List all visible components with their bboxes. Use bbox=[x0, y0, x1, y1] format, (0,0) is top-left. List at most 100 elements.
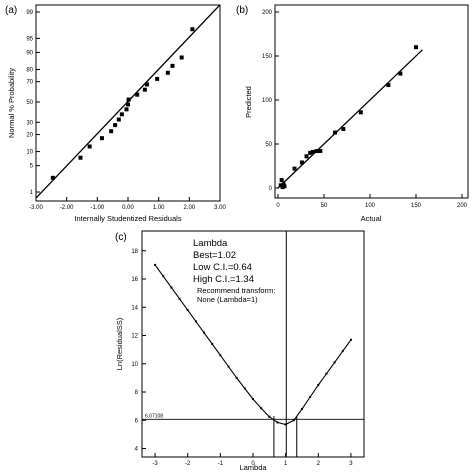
c-x-tick-label: -2 bbox=[185, 461, 191, 467]
panel-a-x-axis-label: Internally Studentized Residuals bbox=[74, 214, 181, 223]
panel-a-label: (a) bbox=[5, 5, 17, 16]
a-y-tick-label: 1 bbox=[30, 190, 34, 196]
a-x-tick-label: 1.00 bbox=[153, 205, 165, 211]
panel-c-transform-text: None (Lambda=1) bbox=[197, 295, 258, 304]
c-y-tick-label: 4 bbox=[135, 447, 139, 453]
panel-b-x-axis-label: Actual bbox=[361, 214, 382, 223]
a-y-tick-label: 70 bbox=[26, 80, 33, 86]
c-curve-point bbox=[309, 395, 312, 398]
panel-a-y-ticks: 99 95 90 80 70 50 30 20 10 5 1 bbox=[26, 10, 40, 196]
a-x-tick-label: 2.00 bbox=[183, 205, 195, 211]
a-data-point bbox=[78, 155, 83, 160]
c-curve-point bbox=[325, 372, 328, 375]
c-y-tick-label: 12 bbox=[131, 334, 138, 340]
c-curve-point bbox=[252, 398, 254, 401]
b-x-tick-label: 150 bbox=[411, 203, 422, 209]
panel-a-y-axis-label: Normal % Probability bbox=[7, 68, 16, 138]
c-y-tick-label: 18 bbox=[131, 249, 138, 255]
a-data-point bbox=[113, 123, 118, 128]
c-curve-point bbox=[341, 350, 344, 353]
b-x-tick-label: 100 bbox=[365, 203, 376, 209]
c-curve-point bbox=[235, 376, 238, 379]
a-y-tick-label: 5 bbox=[30, 164, 34, 170]
a-data-point bbox=[135, 92, 140, 97]
panel-b-frame bbox=[274, 4, 469, 199]
panel-c-reference-value: 6.07108 bbox=[145, 413, 163, 419]
a-data-point bbox=[165, 70, 170, 75]
a-x-tick-label: -2.00 bbox=[60, 205, 74, 211]
c-curve-point bbox=[284, 423, 287, 426]
c-curve-point bbox=[194, 320, 197, 323]
panel-c-y-axis-label: Ln(ResidualSS) bbox=[115, 317, 124, 370]
c-curve-point bbox=[300, 407, 303, 410]
c-curve-point bbox=[186, 309, 189, 312]
b-data-point bbox=[318, 149, 323, 154]
b-data-point bbox=[299, 160, 304, 165]
panel-c-lambda-title: Lambda bbox=[193, 238, 228, 249]
panel-c-x-ticks: -3 -2 -1 0 1 2 3 bbox=[152, 453, 353, 467]
b-y-tick-label: 100 bbox=[262, 98, 273, 104]
b-data-point bbox=[292, 166, 297, 171]
panel-c-frame bbox=[141, 230, 365, 458]
panel-c-recommend-text: Recommend transform: bbox=[197, 286, 275, 295]
c-x-tick-label: -3 bbox=[152, 461, 158, 467]
a-y-tick-label: 95 bbox=[26, 36, 33, 42]
c-curve-point bbox=[170, 286, 173, 289]
panel-c-high-ci-text: High C.I.=1.34 bbox=[193, 274, 254, 285]
c-curve-point bbox=[349, 338, 352, 341]
c-y-tick-label: 14 bbox=[131, 305, 138, 311]
b-y-tick-label: 150 bbox=[262, 54, 273, 60]
b-data-point bbox=[314, 149, 319, 154]
c-curve-point bbox=[178, 297, 181, 300]
a-y-tick-label: 30 bbox=[26, 120, 33, 126]
c-curve-point bbox=[211, 343, 214, 345]
a-y-tick-label: 20 bbox=[26, 133, 33, 139]
c-y-tick-label: 8 bbox=[135, 390, 139, 396]
c-curve-point bbox=[333, 361, 336, 364]
c-curve-point bbox=[292, 419, 295, 422]
a-data-point bbox=[155, 76, 160, 81]
a-data-point bbox=[124, 107, 129, 112]
panel-b-y-axis-label: Predicted bbox=[244, 86, 253, 118]
b-data-point bbox=[279, 178, 284, 183]
c-y-tick-label: 6 bbox=[135, 418, 139, 424]
c-curve-point bbox=[154, 263, 157, 266]
panel-b-fit-line bbox=[277, 49, 423, 189]
a-y-tick-label: 90 bbox=[26, 50, 33, 56]
b-y-tick-label: 200 bbox=[262, 10, 273, 16]
b-data-point bbox=[414, 45, 418, 50]
b-data-point bbox=[308, 150, 313, 155]
a-data-point bbox=[170, 63, 175, 68]
c-curve-point bbox=[317, 383, 320, 386]
c-curve-point bbox=[243, 387, 246, 390]
c-x-tick-label: 2 bbox=[317, 461, 321, 467]
c-y-tick-label: 16 bbox=[131, 277, 138, 283]
panel-c-x-axis-label: Lambda bbox=[239, 463, 267, 472]
panel-b-label: (b) bbox=[236, 5, 248, 16]
a-x-tick-label: -1.00 bbox=[90, 205, 104, 211]
c-x-tick-label: 3 bbox=[349, 461, 353, 467]
c-curve-point bbox=[276, 421, 279, 424]
panel-b-x-ticks: 0 50 100 150 200 bbox=[276, 194, 468, 209]
panel-a-x-ticks: -3.00 -2.00 -1.00 0.00 1.00 2.00 3.00 bbox=[29, 197, 226, 211]
a-data-point bbox=[142, 87, 147, 92]
a-data-point bbox=[99, 136, 104, 141]
a-data-point bbox=[145, 82, 150, 87]
b-data-point bbox=[386, 83, 391, 88]
panel-b-points bbox=[278, 45, 418, 190]
a-data-point bbox=[116, 117, 121, 122]
c-y-tick-label: 10 bbox=[131, 362, 138, 368]
b-data-point bbox=[398, 71, 403, 76]
c-curve-point bbox=[162, 275, 165, 278]
b-data-point bbox=[310, 149, 315, 154]
b-data-point bbox=[333, 130, 338, 135]
a-data-point bbox=[190, 27, 195, 32]
b-data-point bbox=[358, 110, 363, 115]
a-x-tick-label: 3.00 bbox=[214, 205, 226, 211]
b-y-tick-label: 0 bbox=[269, 186, 273, 192]
panel-c-best-text: Best=1.02 bbox=[193, 250, 236, 261]
b-x-tick-label: 200 bbox=[457, 203, 468, 209]
a-data-point bbox=[109, 129, 114, 134]
b-data-point bbox=[341, 127, 346, 132]
